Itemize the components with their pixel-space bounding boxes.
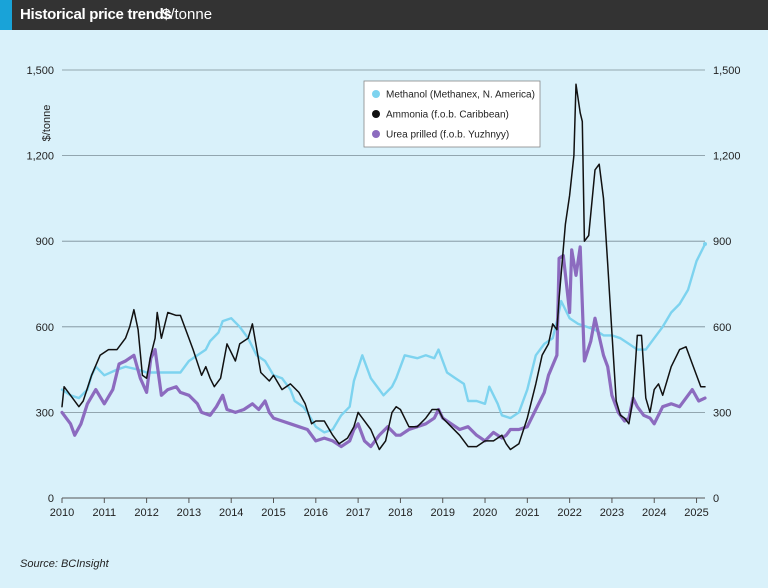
y-tick-label-left: 1,200 [26,151,54,163]
x-tick-label: 2025 [684,507,708,519]
y-axis-right: 0 300 600 900 1,200 1,500 [713,65,741,505]
x-tick-label: 2010 [50,507,74,519]
y-tick-label-left: 600 [36,322,54,334]
x-tick-label: 2018 [388,507,412,519]
series-line-1 [61,83,706,451]
x-tick-label: 2019 [430,507,454,519]
series-line-0 [60,242,707,434]
x-tick-label: 2020 [473,507,497,519]
x-tick-label: 2022 [557,507,581,519]
y-tick-label-right: 600 [713,322,731,334]
series-lines [60,83,707,451]
x-tick-label: 2011 [92,507,116,519]
header-accent [0,0,12,30]
x-tick-label: 2017 [346,507,370,519]
x-axis: 2010 2011 2012 2013 2014 2015 2016 2017 2018 2019… [50,498,709,519]
series-end-point [703,242,707,247]
x-tick-label: 2021 [515,507,539,519]
y-tick-label-right: 900 [713,236,731,248]
legend-marker [372,130,380,138]
y-tick-label-right: 0 [713,493,719,505]
header-bar: Historical price trends $/tonne [0,0,768,30]
y-tick-label-left: 0 [48,493,54,505]
y-tick-label-left: 1,500 [26,65,54,77]
legend-label: Urea prilled (f.o.b. Yuzhnyy) [386,130,509,141]
x-tick-label: 2023 [600,507,624,519]
y-tick-label-left: 900 [36,236,54,248]
y-tick-label-right: 300 [713,407,731,419]
legend-marker [372,90,380,98]
legend: Methanol (Methanex, N. America) Ammonia (… [363,80,541,148]
legend-box [363,80,541,148]
y-tick-label-right: 1,500 [713,65,741,77]
x-tick-label: 2013 [177,507,201,519]
x-tick-label: 2015 [261,507,285,519]
chart-subtitle: $/tonne [162,6,213,23]
source-note: Source: BCInsight [20,558,109,570]
y-tick-label-right: 1,200 [713,151,741,163]
y-axis-label: $/tonne [41,105,53,142]
y-tick-label-left: 300 [36,407,54,419]
legend-marker [372,110,380,118]
x-tick-label: 2012 [134,507,158,519]
chart-title: Historical price trends [20,6,172,23]
legend-label: Methanol (Methanex, N. America) [386,90,535,101]
legend-label: Ammonia (f.o.b. Caribbean) [386,110,509,121]
x-tick-label: 2024 [642,507,666,519]
x-tick-label: 2014 [219,507,243,519]
y-axis-left: 0 300 600 900 1,200 1,500 [26,65,54,505]
series-line-2 [60,245,707,449]
x-tick-label: 2016 [304,507,328,519]
